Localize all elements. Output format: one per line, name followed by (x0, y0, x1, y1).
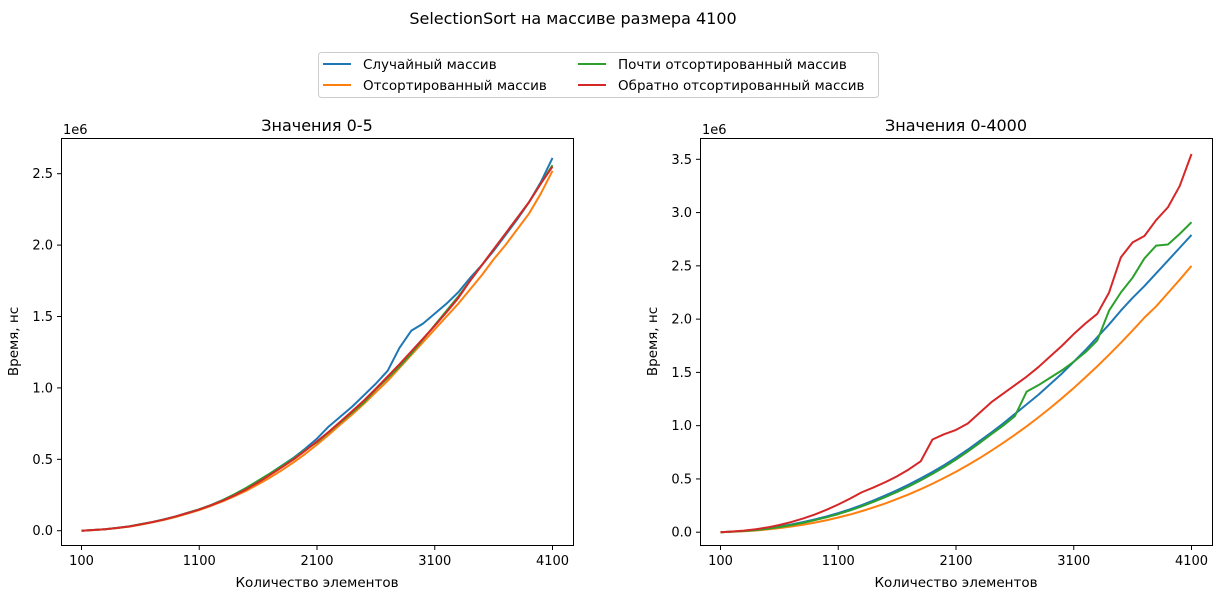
x-axis-label: Количество элементов (874, 575, 1037, 591)
series-line (81, 157, 554, 532)
series-line (720, 221, 1193, 534)
legend: Случайный массив Отсортированный массив По… (318, 52, 879, 98)
axes-frame (61, 138, 574, 546)
x-tick-label: 4100 (1175, 554, 1208, 569)
y-tick-label: 2.0 (671, 313, 692, 328)
series-line (81, 164, 554, 532)
series-line (720, 153, 1193, 534)
y-axis-label: Время, нс (6, 307, 22, 376)
x-axis-label: Количество элементов (235, 575, 398, 591)
legend-label: Обратно отсортированный массив (618, 78, 865, 94)
y-tick-label: 3.5 (671, 153, 692, 168)
x-tick-label: 100 (708, 554, 733, 569)
y-tick-label: 1.5 (671, 366, 692, 381)
y-tick-label: 1.0 (671, 419, 692, 434)
subplot-title: Значения 0-4000 (885, 116, 1027, 135)
series-line (81, 165, 554, 532)
y-tick-label: 0.5 (32, 453, 53, 468)
x-tick-label: 2100 (300, 554, 333, 569)
y-tick-label: 3.0 (671, 206, 692, 221)
subplot-1: 100 1100 2100 3100 4100 0.0 0.5 1.0 1.5 2.0 2.5 1e6… (6, 116, 574, 591)
y-tick-label: 0.5 (671, 472, 692, 487)
y-offset-label: 1e6 (702, 123, 727, 138)
legend-frame (318, 52, 879, 98)
legend-label: Отсортированный массив (363, 78, 547, 94)
y-tick-label: 1.5 (32, 310, 53, 325)
series-line (720, 265, 1193, 534)
y-axis-label: Время, нс (645, 307, 661, 376)
axes-frame (700, 138, 1213, 546)
y-offset-label: 1e6 (63, 123, 88, 138)
legend-label: Почти отсортированный массив (618, 57, 847, 73)
x-tick-label: 3100 (1057, 554, 1090, 569)
y-tick-label: 2.0 (32, 239, 53, 254)
x-tick-label: 100 (69, 554, 94, 569)
y-tick-label: 2.5 (32, 167, 53, 182)
y-tick-label: 0.0 (32, 524, 53, 539)
figure-title: SelectionSort на массиве размера 4100 (409, 9, 736, 28)
y-tick-label: 1.0 (32, 381, 53, 396)
subplot-title: Значения 0-5 (261, 116, 373, 135)
y-tick-label: 2.5 (671, 259, 692, 274)
x-tick-label: 4100 (536, 554, 569, 569)
y-tick-label: 0.0 (671, 526, 692, 541)
x-tick-label: 3100 (418, 554, 451, 569)
x-tick-label: 1100 (822, 554, 855, 569)
x-tick-label: 2100 (939, 554, 972, 569)
x-tick-label: 1100 (183, 554, 216, 569)
series-line (81, 170, 554, 532)
subplot-2: 100 1100 2100 3100 4100 0.0 0.5 1.0 1.5 2.0 2.5 3.0… (645, 116, 1213, 591)
legend-label: Случайный массив (363, 57, 497, 73)
series-line (720, 234, 1193, 534)
